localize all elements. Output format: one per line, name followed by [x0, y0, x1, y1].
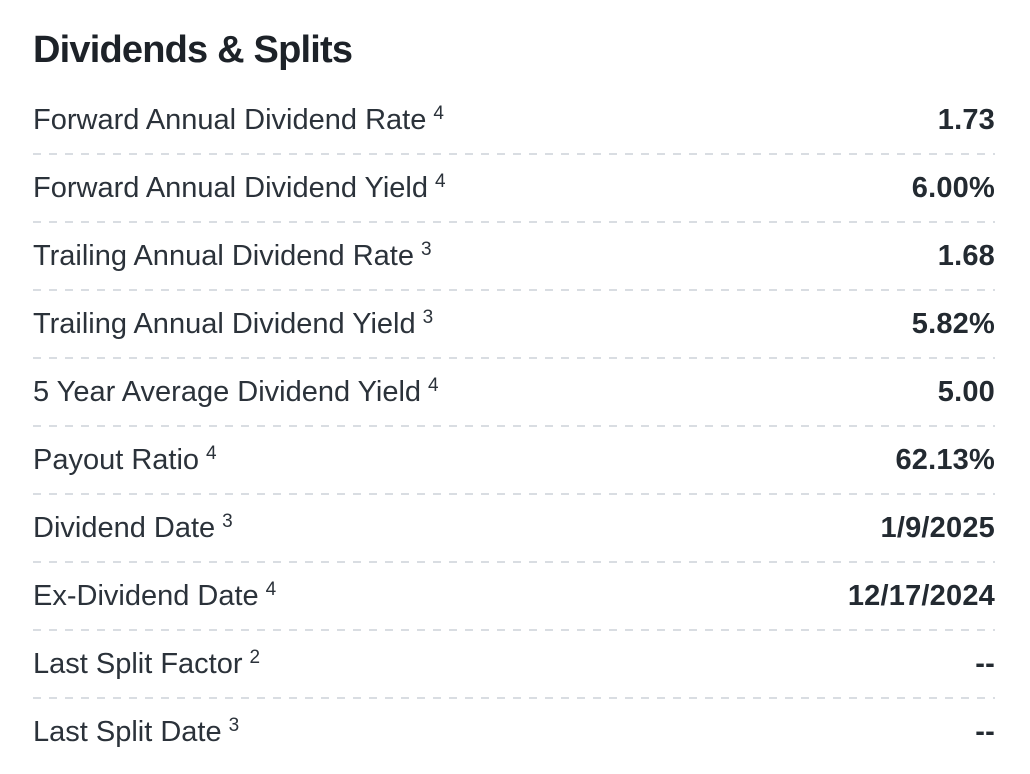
row-value: --: [975, 647, 995, 680]
row-label: Payout Ratio 4: [33, 442, 217, 476]
row-value: 12/17/2024: [847, 579, 995, 612]
row-label-text: Dividend Date: [33, 511, 216, 544]
row-label-text: Last Split Factor: [33, 647, 243, 680]
row-label: Last Split Factor 2: [33, 646, 261, 680]
row-label: Forward Annual Dividend Yield 4: [33, 170, 446, 204]
table-row: Forward Annual Dividend Rate 4 1.73: [33, 86, 995, 155]
section-title: Dividends & Splits: [33, 29, 353, 71]
table-row: Ex-Dividend Date 4 12/17/2024: [33, 562, 995, 631]
stats-table: Forward Annual Dividend Rate 4 1.73 Forwa…: [33, 86, 995, 766]
table-row: Dividend Date 3 1/9/2025: [33, 494, 995, 563]
row-label: Trailing Annual Dividend Rate 3: [33, 238, 432, 272]
row-label: 5 Year Average Dividend Yield 4: [33, 374, 439, 408]
row-value: 5.00: [937, 375, 995, 408]
row-value: 1/9/2025: [880, 511, 995, 544]
row-label-text: 5 Year Average Dividend Yield: [33, 375, 422, 408]
table-row: Last Split Factor 2 --: [33, 630, 995, 699]
row-label: Ex-Dividend Date 4: [33, 578, 277, 612]
table-row: Trailing Annual Dividend Rate 3 1.68: [33, 222, 995, 291]
table-row: 5 Year Average Dividend Yield 4 5.00: [33, 358, 995, 427]
row-value: --: [975, 715, 995, 748]
row-value: 6.00%: [911, 171, 995, 204]
row-label-text: Ex-Dividend Date: [33, 579, 259, 612]
row-label-text: Trailing Annual Dividend Rate: [33, 239, 414, 272]
row-label: Trailing Annual Dividend Yield 3: [33, 306, 434, 340]
row-label-text: Forward Annual Dividend Rate: [33, 103, 427, 136]
row-label-text: Trailing Annual Dividend Yield: [33, 307, 416, 340]
table-row: Payout Ratio 4 62.13%: [33, 426, 995, 495]
row-label: Dividend Date 3: [33, 510, 233, 544]
row-label-text: Forward Annual Dividend Yield: [33, 171, 428, 204]
row-label-text: Last Split Date: [33, 715, 222, 748]
row-value: 1.73: [937, 103, 995, 136]
row-value: 62.13%: [895, 443, 995, 476]
table-row: Last Split Date 3 --: [33, 698, 995, 766]
row-label-text: Payout Ratio: [33, 443, 200, 476]
row-label: Last Split Date 3: [33, 714, 240, 748]
row-label: Forward Annual Dividend Rate 4: [33, 102, 444, 136]
row-value: 5.82%: [911, 307, 995, 340]
table-row: Forward Annual Dividend Yield 4 6.00%: [33, 154, 995, 223]
table-row: Trailing Annual Dividend Yield 3 5.82%: [33, 290, 995, 359]
row-value: 1.68: [937, 239, 995, 272]
